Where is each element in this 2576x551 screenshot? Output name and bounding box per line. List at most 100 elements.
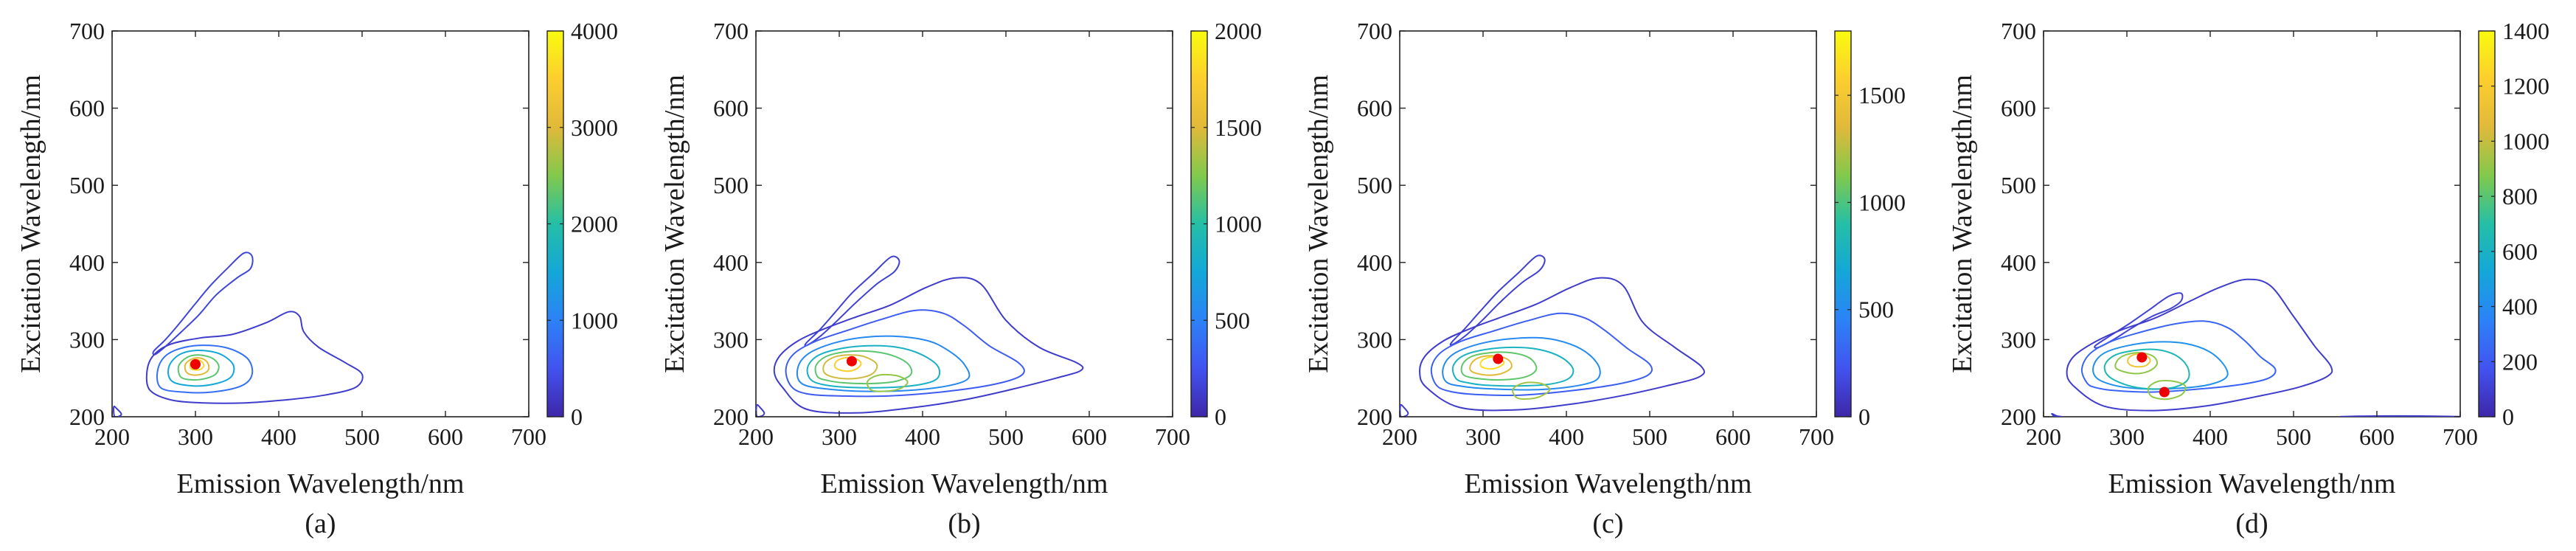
- contour-line: [2103, 348, 2190, 390]
- contour-line: [167, 349, 235, 387]
- x-tick-label: 400: [1549, 423, 1584, 450]
- contour-line: [2066, 278, 2333, 412]
- y-tick-label: 700: [713, 18, 749, 44]
- x-tick-label: 200: [738, 423, 774, 450]
- contour-line: [189, 358, 205, 371]
- x-tick-label: 600: [428, 423, 463, 450]
- contour-line: [804, 255, 900, 347]
- contour-lines: [113, 252, 364, 417]
- y-tick-label: 500: [69, 172, 105, 198]
- panel-a: 200 300 400 500 600 700 200 300 400 500 600 700 Emis…: [15, 18, 618, 539]
- y-tick-label: 700: [2001, 18, 2036, 44]
- peak-marker: [846, 356, 857, 367]
- y-tick-label: 200: [1357, 403, 1392, 430]
- x-tick-label: 300: [1465, 423, 1501, 450]
- contour-line: [2147, 379, 2187, 401]
- x-tick-label: 600: [1072, 423, 1107, 450]
- contour-line: [2080, 320, 2277, 393]
- axes-box: [755, 30, 1173, 417]
- contour-line: [2051, 412, 2063, 417]
- y-tick-label: 200: [713, 403, 749, 430]
- x-axis-label: Emission Wavelength/nm: [177, 468, 465, 499]
- x-tick-label: 600: [2359, 423, 2395, 450]
- contour-line: [2127, 353, 2151, 368]
- x-tick-label: 500: [344, 423, 380, 450]
- colorbar-tick-label: 2000: [571, 211, 618, 238]
- colorbar-tick-label: 0: [2502, 403, 2514, 430]
- panel-label: (c): [1592, 508, 1623, 539]
- x-tick-label: 600: [1715, 423, 1751, 450]
- colorbar-tick-label: 600: [2502, 238, 2538, 265]
- contour-line: [1419, 277, 1706, 412]
- contour-line: [756, 403, 765, 417]
- x-tick-label: 200: [94, 423, 130, 450]
- contour-line: [113, 405, 122, 417]
- contour-line: [1469, 355, 1513, 376]
- y-tick-label: 700: [69, 18, 105, 44]
- x-tick-label: 400: [261, 423, 296, 450]
- colorbar-tick-label: 3000: [571, 114, 618, 141]
- x-tick-label: 700: [1799, 423, 1834, 450]
- y-tick-label: 500: [2001, 172, 2036, 198]
- y-tick-label: 600: [713, 95, 749, 122]
- x-tick-label: 400: [905, 423, 940, 450]
- panel-d: 200 300 400 500 600 700 200 300 400 500 600 700 Emis…: [1947, 18, 2549, 539]
- peak-marker: [1493, 353, 1504, 364]
- contour-line: [145, 311, 364, 404]
- y-tick-label: 600: [69, 95, 105, 122]
- y-tick-label: 500: [713, 172, 749, 198]
- colorbar-tick-label: 1500: [1858, 82, 1906, 108]
- x-tick-label: 500: [2276, 423, 2311, 450]
- panel-b: 200 300 400 500 600 700 200 300 400 500 600 700 Emis…: [659, 18, 1262, 539]
- contour-line: [822, 354, 878, 380]
- contour-lines: [1400, 254, 1706, 417]
- x-tick-label: 200: [2026, 423, 2061, 450]
- y-tick-label: 400: [713, 249, 749, 276]
- colorbar-tick-label: 1400: [2502, 18, 2549, 44]
- colorbar: 0 200 400 600 800 1000 1200 1400: [2478, 18, 2549, 430]
- colorbar: 0 500 1000 1500 2000: [1190, 18, 1262, 430]
- contour-line: [1449, 254, 1546, 346]
- y-tick-label: 700: [1357, 18, 1392, 44]
- colorbar: 0 500 1000 1500: [1834, 30, 1906, 430]
- contour-line: [1512, 381, 1551, 400]
- x-tick-label: 300: [178, 423, 213, 450]
- y-tick-label: 600: [1357, 95, 1392, 122]
- contour-line: [1400, 403, 1409, 417]
- contour-line: [1460, 351, 1538, 381]
- y-tick-label: 300: [713, 326, 749, 353]
- contour-line: [184, 357, 210, 376]
- x-tick-label: 700: [2443, 423, 2478, 450]
- contour-line: [2094, 292, 2184, 349]
- x-tick-label: 700: [1155, 423, 1190, 450]
- contour-line: [1442, 336, 1601, 391]
- peak-marker: [190, 358, 201, 370]
- x-tick-label: 500: [988, 423, 1024, 450]
- contour-line: [152, 252, 254, 356]
- colorbar-tick-label: 800: [2502, 183, 2538, 209]
- x-tick-label: 500: [1632, 423, 1667, 450]
- peak-marker: [2136, 352, 2148, 363]
- contour-line: [773, 277, 1084, 414]
- panel-c: 200 300 400 500 600 700 200 300 400 500 600 700 Emis…: [1303, 18, 1906, 539]
- contour-line: [156, 344, 254, 394]
- y-tick-label: 200: [69, 403, 105, 430]
- x-axis-label: Emission Wavelength/nm: [1465, 468, 1752, 499]
- colorbar-tick-label: 400: [2502, 294, 2538, 320]
- colorbar: 0 1000 2000 3000 4000: [546, 18, 618, 430]
- contour-line: [866, 373, 909, 392]
- contour-lines: [756, 255, 1084, 417]
- colorbar-tick-label: 1000: [2502, 128, 2549, 154]
- colorbar-tick-label: 1000: [1858, 189, 1906, 215]
- y-tick-label: 400: [69, 249, 105, 276]
- y-tick-label: 300: [69, 326, 105, 353]
- y-tick-label: 300: [2001, 326, 2036, 353]
- panel-label: (b): [948, 508, 980, 539]
- contour-line: [1430, 312, 1653, 397]
- contour-line: [806, 344, 941, 389]
- contour-line: [814, 350, 913, 385]
- x-axis-label: Emission Wavelength/nm: [2108, 468, 2396, 499]
- x-tick-label: 400: [2193, 423, 2228, 450]
- y-tick-label: 500: [1357, 172, 1392, 198]
